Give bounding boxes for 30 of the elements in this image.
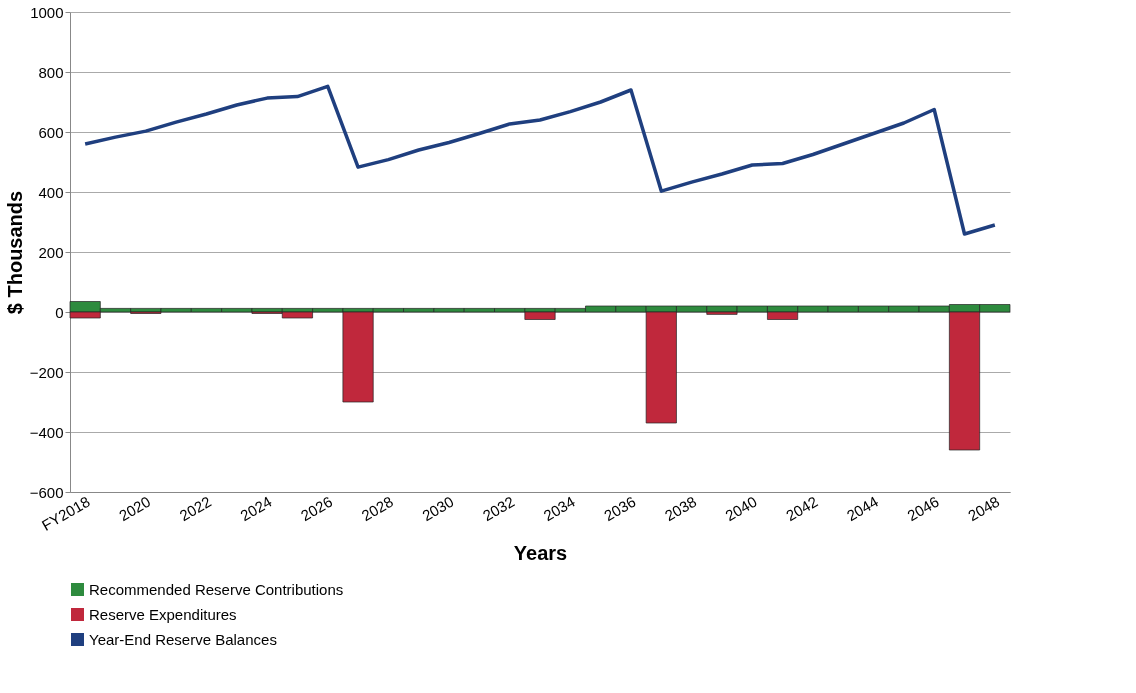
x-tick-label: 2044 (843, 492, 882, 525)
legend-label: Recommended Reserve Contributions (89, 580, 344, 598)
x-tick-label: 2042 (783, 492, 821, 525)
y-tick-label: −400 (29, 423, 64, 441)
x-tick-label: 2030 (419, 492, 457, 525)
x-tick-label: 2020 (115, 492, 154, 525)
y-tick-label: −200 (29, 363, 64, 381)
x-tick-label: 2026 (297, 492, 336, 525)
x-tick-label: 2046 (904, 492, 942, 525)
x-tick-label: 2038 (661, 492, 700, 525)
x-tick-label: 2048 (964, 492, 1003, 525)
y-axis-title: $ Thousands (3, 190, 26, 315)
y-tick-label: 400 (38, 183, 64, 201)
x-tick-label: 2024 (237, 492, 275, 525)
legend-label: Reserve Expenditures (89, 605, 237, 623)
legend-label: Year-End Reserve Balances (89, 630, 277, 648)
x-tick-label: 2036 (601, 492, 639, 525)
y-tick-label: 1000 (30, 3, 64, 21)
y-tick-label: 600 (38, 123, 64, 141)
x-tick-label: 2032 (479, 492, 518, 525)
y-tick-label: 0 (55, 303, 64, 321)
y-tick-label: −600 (29, 483, 64, 501)
line-series (83, 84, 997, 236)
x-tick-label: 2034 (540, 492, 578, 525)
x-axis-title: Years (513, 541, 568, 564)
x-tick-label: 2028 (358, 492, 396, 525)
y-tick-label: 800 (38, 63, 64, 81)
x-tick-label: 2022 (176, 492, 214, 525)
y-tick-label: 200 (38, 243, 64, 261)
x-tick-label: 2040 (722, 492, 760, 525)
